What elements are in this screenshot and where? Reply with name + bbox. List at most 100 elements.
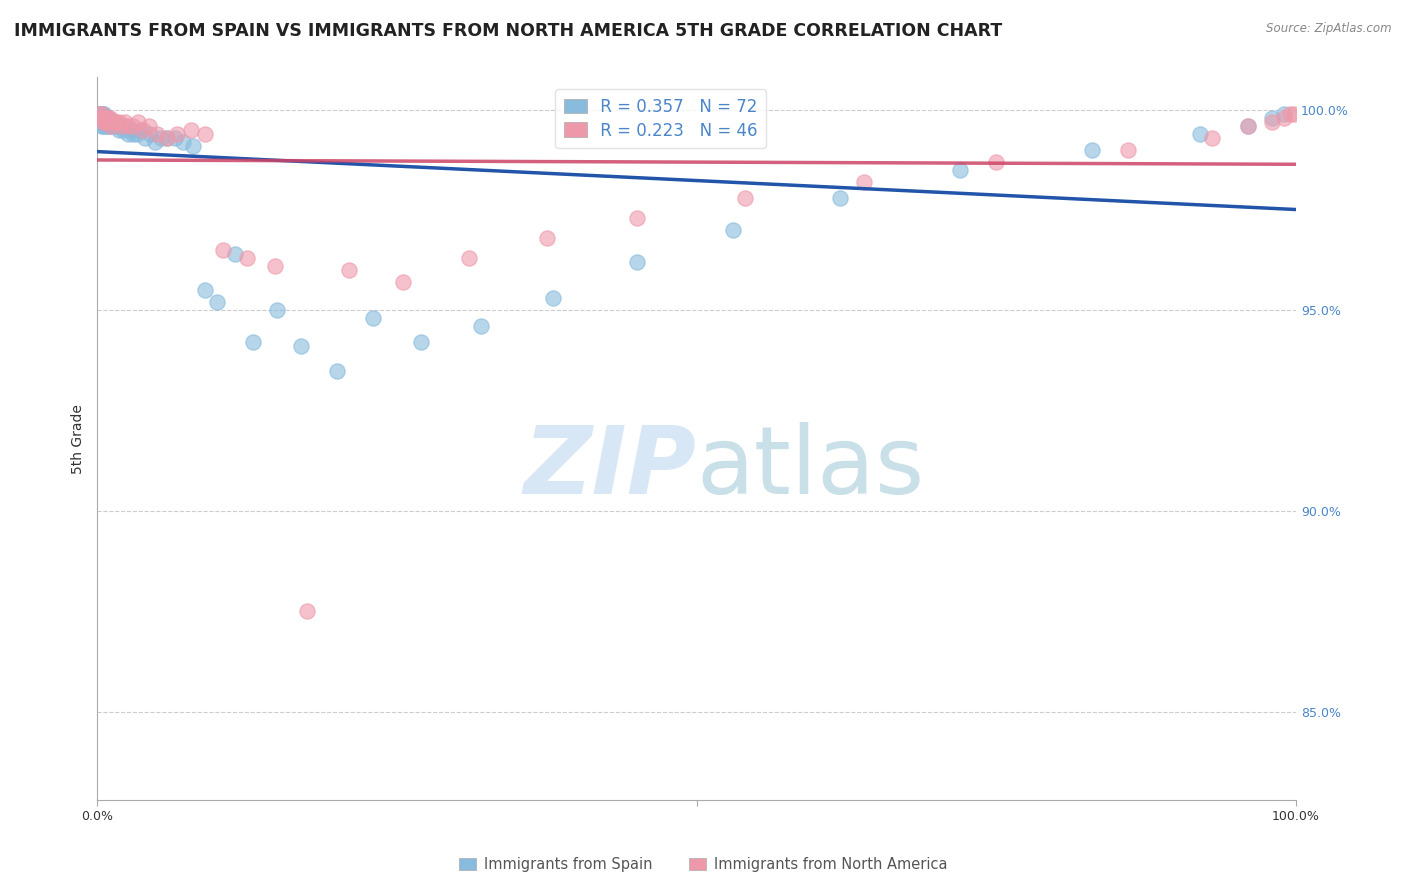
Point: [194, 283, 217, 297]
Point: [1237, 119, 1260, 133]
Point: [97, 119, 120, 133]
Point: [89, 106, 111, 120]
Point: [337, 263, 360, 277]
Point: [734, 191, 756, 205]
Point: [149, 130, 172, 145]
Point: [114, 119, 136, 133]
Point: [1201, 130, 1223, 145]
Point: [97, 111, 120, 125]
Point: [1282, 106, 1305, 120]
Point: [263, 259, 285, 273]
Point: [108, 119, 131, 133]
Point: [97, 111, 120, 125]
Point: [122, 127, 145, 141]
Point: [853, 175, 876, 189]
Point: [98, 114, 121, 128]
Point: [1081, 143, 1104, 157]
Point: [986, 154, 1008, 169]
Point: [138, 119, 160, 133]
Point: [626, 211, 648, 225]
Legend:  R = 0.357   N = 72,  R = 0.223   N = 46: R = 0.357 N = 72, R = 0.223 N = 46: [555, 89, 766, 148]
Point: [94, 114, 117, 128]
Point: [90, 106, 112, 120]
Point: [90, 111, 112, 125]
Point: [89, 106, 111, 120]
Y-axis label: 5th Grade: 5th Grade: [72, 404, 86, 474]
Point: [112, 122, 135, 136]
Point: [89, 111, 111, 125]
Point: [120, 122, 142, 136]
Point: [110, 119, 132, 133]
Point: [134, 130, 156, 145]
Point: [90, 114, 112, 128]
Point: [110, 119, 132, 133]
Point: [91, 106, 114, 120]
Point: [96, 111, 118, 125]
Point: [94, 114, 117, 128]
Point: [1272, 106, 1295, 120]
Point: [96, 114, 118, 128]
Point: [91, 119, 114, 133]
Point: [101, 114, 124, 128]
Point: [194, 127, 217, 141]
Point: [409, 335, 432, 350]
Point: [1189, 127, 1212, 141]
Point: [949, 162, 972, 177]
Point: [114, 114, 136, 128]
Point: [117, 127, 139, 141]
Text: IMMIGRANTS FROM SPAIN VS IMMIGRANTS FROM NORTH AMERICA 5TH GRADE CORRELATION CHA: IMMIGRANTS FROM SPAIN VS IMMIGRANTS FROM…: [14, 22, 1002, 40]
Text: Source: ZipAtlas.com: Source: ZipAtlas.com: [1267, 22, 1392, 36]
Point: [94, 119, 117, 133]
Point: [143, 135, 166, 149]
Point: [122, 119, 145, 133]
Point: [1261, 111, 1284, 125]
Point: [107, 114, 129, 128]
Point: [155, 130, 177, 145]
Point: [90, 114, 112, 128]
Point: [205, 295, 228, 310]
Point: [98, 119, 121, 133]
Point: [295, 604, 318, 618]
Point: [105, 119, 128, 133]
Point: [93, 106, 115, 120]
Point: [1237, 119, 1260, 133]
Point: [536, 231, 558, 245]
Point: [100, 119, 122, 133]
Point: [146, 127, 169, 141]
Text: atlas: atlas: [696, 422, 925, 514]
Point: [90, 111, 112, 125]
Point: [391, 275, 413, 289]
Point: [117, 119, 139, 133]
Point: [242, 335, 264, 350]
Point: [93, 114, 115, 128]
Point: [181, 138, 204, 153]
Point: [1261, 114, 1284, 128]
Point: [236, 251, 259, 265]
Point: [1279, 106, 1302, 120]
Point: [266, 303, 288, 318]
Point: [93, 111, 115, 125]
Point: [626, 255, 648, 269]
Point: [90, 111, 112, 125]
Point: [457, 251, 479, 265]
Point: [93, 111, 115, 125]
Point: [326, 363, 349, 377]
Point: [163, 130, 186, 145]
Point: [103, 114, 125, 128]
Point: [125, 127, 148, 141]
Point: [90, 119, 112, 133]
Point: [98, 119, 121, 133]
Point: [90, 106, 112, 120]
Point: [91, 111, 114, 125]
Point: [96, 114, 118, 128]
Legend: Immigrants from Spain, Immigrants from North America: Immigrants from Spain, Immigrants from N…: [453, 851, 953, 878]
Point: [172, 135, 194, 149]
Point: [127, 114, 149, 128]
Point: [541, 291, 564, 305]
Point: [91, 114, 114, 128]
Point: [100, 114, 122, 128]
Point: [131, 122, 153, 136]
Point: [180, 122, 202, 136]
Point: [98, 111, 121, 125]
Point: [90, 106, 112, 120]
